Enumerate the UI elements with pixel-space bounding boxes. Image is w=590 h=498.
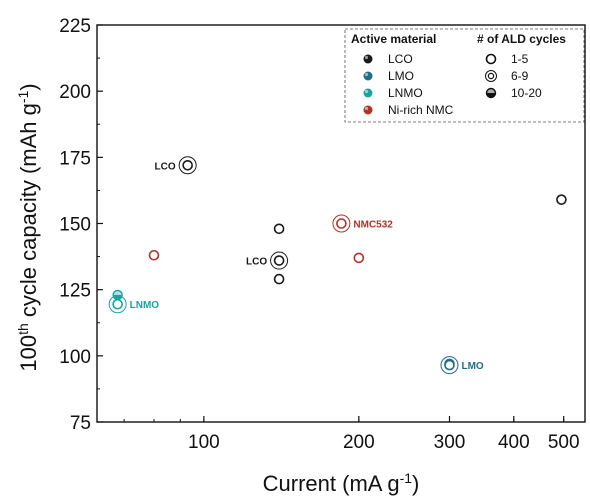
legend-cycle-marker: [485, 87, 497, 99]
y-tick-label: 175: [59, 148, 91, 169]
x-tick-label: 100: [188, 432, 220, 453]
point-annotation: LCO: [155, 161, 176, 172]
y-tick-label: 225: [59, 16, 91, 37]
data-point: [353, 252, 365, 264]
legend-material-marker: [363, 71, 373, 81]
data-point: [440, 356, 459, 375]
legend-cycle-label: 6-9: [511, 69, 529, 83]
legend-material-label: LMO: [388, 69, 414, 83]
x-tick-label: 200: [343, 432, 375, 453]
y-tick-label: 150: [59, 215, 91, 236]
legend-cycles-title: # of ALD cycles: [477, 32, 566, 46]
legend-material-label: LNMO: [388, 86, 423, 100]
legend-box: [344, 28, 585, 123]
point-annotation: NMC532: [353, 220, 393, 231]
x-axis-title: Current (mA g-1): [263, 470, 420, 496]
data-point: [556, 194, 567, 205]
legend-cycle-label: 1-5: [511, 52, 529, 66]
point-annotation: LCO: [246, 257, 267, 268]
legend-cycle-marker: [485, 70, 497, 82]
data-point: [178, 156, 197, 175]
legend-material-marker: [363, 88, 373, 98]
data-point: [273, 223, 285, 235]
data-point: [270, 251, 289, 270]
legend-cycle-label: 10-20: [511, 86, 542, 100]
data-point: [273, 273, 285, 285]
legend-material-marker: [363, 105, 373, 115]
y-tick-label: 125: [59, 281, 91, 302]
y-axis-title: 100th cycle capacity (mAh g-1): [15, 83, 41, 371]
data-point: [112, 289, 123, 301]
x-tick-label: 500: [548, 432, 580, 453]
y-tick-label: 100: [59, 347, 91, 368]
x-tick-label: 400: [498, 432, 530, 453]
y-tick-label: 75: [70, 413, 91, 434]
data-point: [148, 249, 160, 261]
legend-material-label: LCO: [388, 52, 413, 66]
legend-cycle-marker: [485, 53, 497, 65]
data-point: [108, 295, 127, 314]
legend-material-label: Ni-rich NMC: [388, 103, 454, 117]
y-tick-label: 200: [59, 82, 91, 103]
point-annotation: LNMO: [130, 300, 160, 311]
x-tick-label: 300: [434, 432, 466, 453]
legend-material-marker: [363, 54, 373, 64]
legend-material-title: Active material: [351, 32, 436, 46]
point-annotation: LMO: [461, 361, 483, 372]
data-point: [332, 214, 351, 233]
